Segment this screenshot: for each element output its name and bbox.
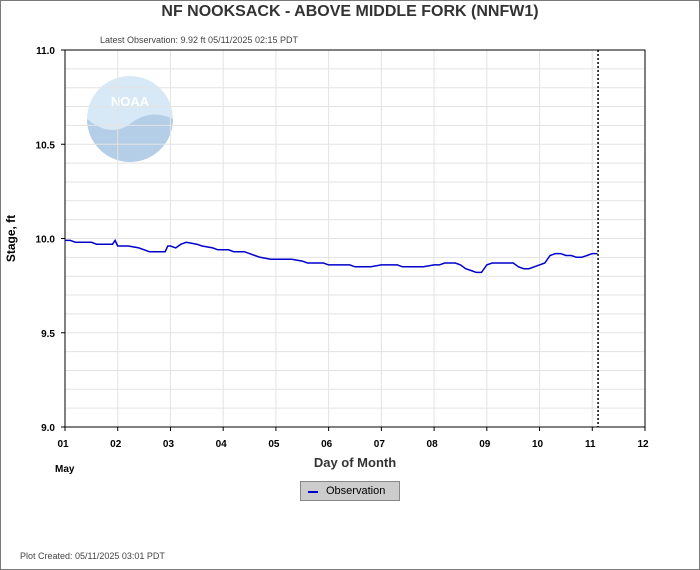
legend-label-observation: Observation: [326, 485, 386, 497]
y-axis-ticks: 9.0 9.5 10.0 10.5 11.0: [36, 46, 65, 434]
month-label: May: [55, 464, 75, 475]
x-tick-label: 04: [216, 439, 228, 450]
grid: [65, 50, 645, 427]
x-tick-label: 01: [57, 439, 69, 450]
x-tick-label: 08: [427, 439, 439, 450]
x-tick-label: 09: [479, 439, 491, 450]
x-axis-label: Day of Month: [314, 455, 396, 470]
x-tick-label: 07: [374, 439, 386, 450]
x-tick-label: 03: [163, 439, 175, 450]
x-tick-label: 12: [637, 439, 649, 450]
plot-created-timestamp: Plot Created: 05/11/2025 03:01 PDT: [20, 551, 165, 561]
y-tick-label: 11.0: [36, 46, 55, 57]
noaa-logo: NOAA: [87, 76, 173, 162]
y-tick-label: 10.5: [36, 140, 56, 151]
x-tick-label: 02: [110, 439, 122, 450]
y-axis-label: Stage, ft: [4, 215, 18, 262]
x-tick-label: 06: [321, 439, 333, 450]
latest-observation: Latest Observation: 9.92 ft 05/11/2025 0…: [100, 35, 298, 45]
noaa-logo-text: NOAA: [111, 94, 150, 109]
y-tick-label: 9.0: [41, 423, 55, 434]
y-tick-label: 9.5: [41, 329, 55, 340]
observation-series-line: [65, 238, 598, 274]
legend: Observation: [300, 481, 400, 501]
x-axis-ticks: 01 02 03 04 05 06 07 08 09 10 11 12: [57, 427, 649, 450]
x-tick-label: 11: [585, 439, 596, 450]
chart-title: NF NOOKSACK - ABOVE MIDDLE FORK (NNFW1): [161, 3, 539, 20]
x-tick-label: 05: [268, 439, 280, 450]
y-tick-label: 10.0: [36, 235, 56, 246]
legend-swatch-observation: [308, 491, 318, 493]
x-tick-label: 10: [532, 439, 544, 450]
